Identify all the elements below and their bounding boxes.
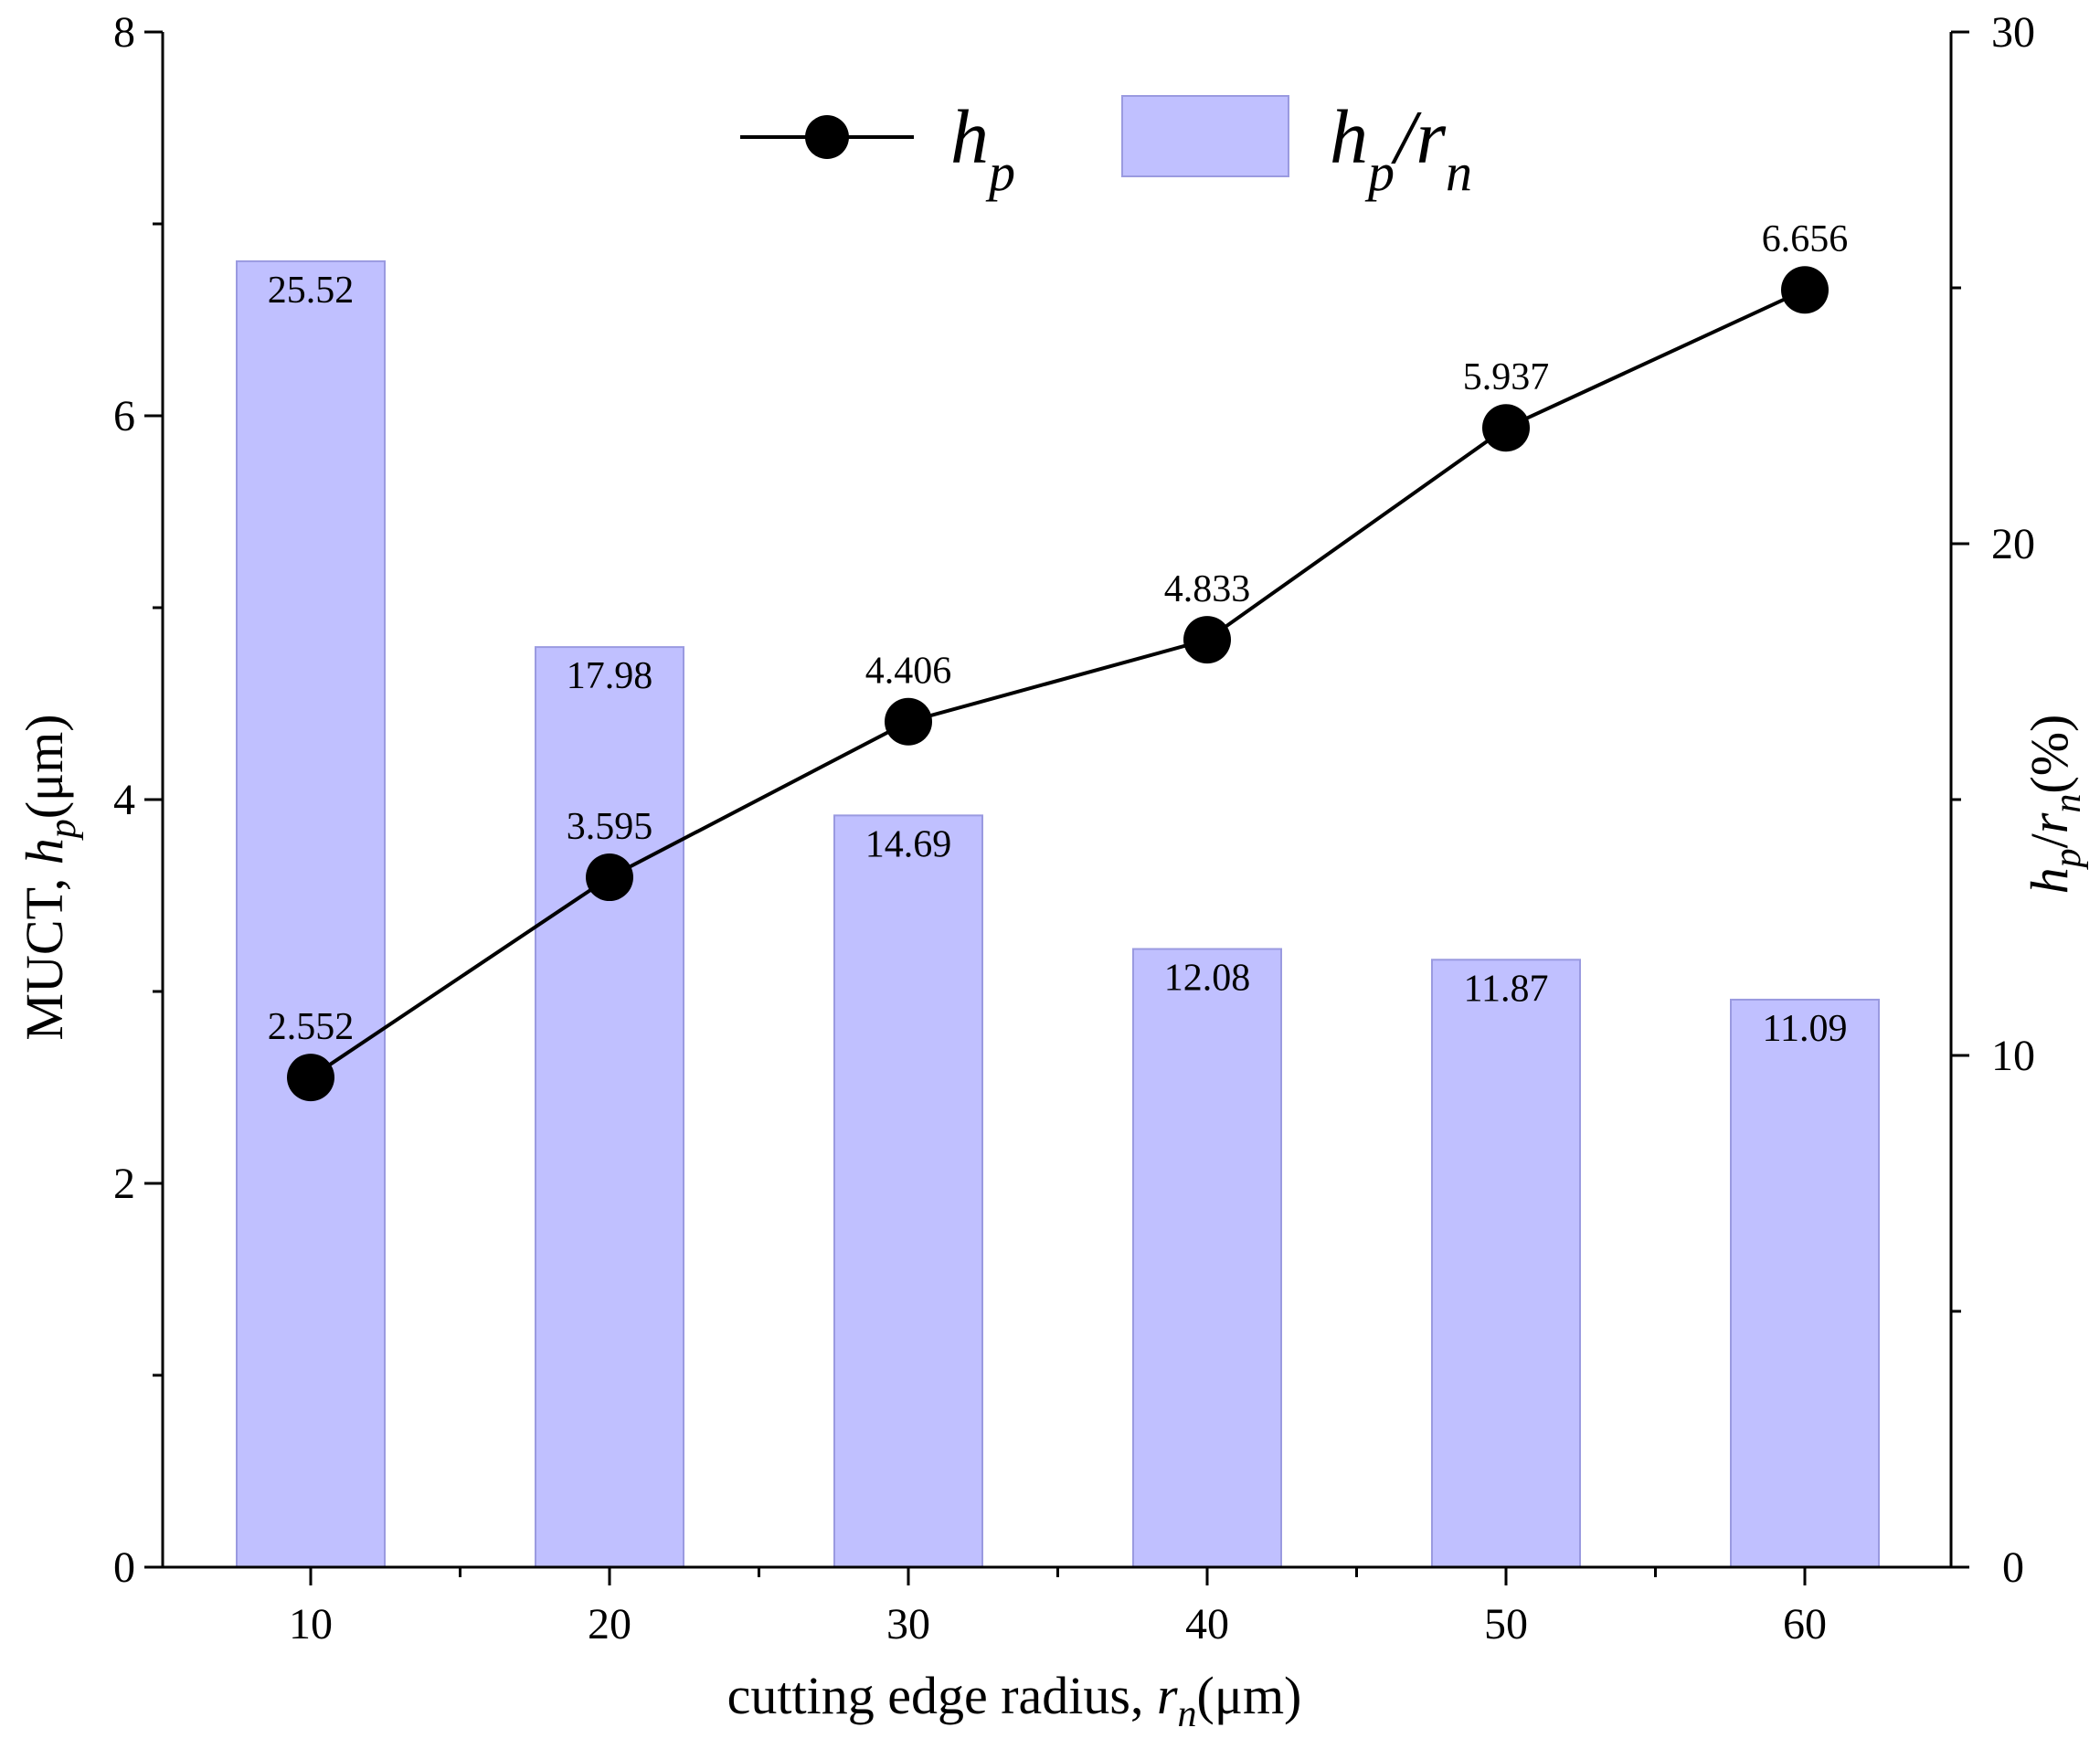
hp-label-30: 4.406 bbox=[865, 651, 952, 693]
hp-point-20 bbox=[586, 853, 633, 902]
legend-dot-marker bbox=[805, 115, 849, 159]
x-tick-label-50: 50 bbox=[1484, 1600, 1528, 1648]
x-tick-label-10: 10 bbox=[289, 1600, 333, 1648]
bar-60 bbox=[1730, 998, 1880, 1568]
y-right-tick-label-0: 0 bbox=[2002, 1543, 2024, 1592]
y-right-tick-label-30: 30 bbox=[1991, 8, 2035, 57]
y-left-tick-label-6: 6 bbox=[113, 392, 135, 440]
y-axis-right-title: hp/rn(%) bbox=[2020, 715, 2089, 895]
hp-point-30 bbox=[885, 697, 932, 746]
hp-label-40: 4.833 bbox=[1164, 568, 1251, 610]
bar-50 bbox=[1431, 959, 1581, 1568]
hp-label-50: 5.937 bbox=[1463, 356, 1550, 398]
bar-label-60: 11.09 bbox=[1763, 1008, 1848, 1050]
data-labels: 25.52 17.98 14.69 12.08 11.87 11.09 2.552 3.595… bbox=[268, 218, 1849, 1050]
axes: 10 20 30 40 50 60 0 2 4 6 8 0 10 20 30 bbox=[113, 8, 2035, 1648]
x-tick-label-40: 40 bbox=[1185, 1600, 1229, 1648]
bar-label-50: 11.87 bbox=[1464, 968, 1549, 1010]
y-left-tick-label-2: 2 bbox=[113, 1160, 135, 1208]
bar-label-20: 17.98 bbox=[567, 655, 653, 697]
bar-10 bbox=[236, 260, 386, 1568]
x-axis-title: cutting edge radius, rn(μm) bbox=[727, 1666, 1302, 1735]
bar-label-40: 12.08 bbox=[1164, 958, 1251, 1000]
hp-point-50 bbox=[1482, 404, 1530, 452]
bar-20 bbox=[535, 646, 684, 1568]
hp-point-60 bbox=[1781, 266, 1829, 314]
bar-series bbox=[236, 260, 1880, 1568]
hp-label-60: 6.656 bbox=[1762, 218, 1849, 260]
hp-point-40 bbox=[1183, 616, 1231, 664]
y-right-tick-label-20: 20 bbox=[1991, 520, 2035, 568]
bar-30 bbox=[833, 814, 983, 1568]
x-tick-label-60: 60 bbox=[1783, 1600, 1827, 1648]
x-tick-label-20: 20 bbox=[588, 1600, 631, 1648]
y-left-tick-label-4: 4 bbox=[113, 776, 135, 824]
x-tick-label-30: 30 bbox=[886, 1600, 930, 1648]
hp-label-10: 2.552 bbox=[268, 1006, 355, 1048]
legend: hp hp/rn bbox=[740, 95, 1472, 202]
y-right-tick-label-10: 10 bbox=[1991, 1032, 2035, 1080]
y-axis-left-title: MUCT, hp(μm) bbox=[15, 714, 84, 1040]
legend-label-hp: hp bbox=[950, 95, 1015, 202]
legend-bar-swatch bbox=[1121, 95, 1289, 177]
bar-40 bbox=[1132, 948, 1282, 1568]
hp-point-10 bbox=[287, 1054, 334, 1102]
y-left-tick-label-8: 8 bbox=[113, 8, 135, 57]
legend-label-hp-rn: hp/rn bbox=[1330, 95, 1472, 202]
hp-label-20: 3.595 bbox=[567, 806, 653, 848]
bar-label-10: 25.52 bbox=[268, 270, 355, 312]
line-series bbox=[287, 266, 1829, 1102]
hp-line bbox=[309, 288, 1806, 1079]
bar-label-30: 14.69 bbox=[865, 823, 952, 865]
y-left-tick-label-0: 0 bbox=[113, 1543, 135, 1592]
